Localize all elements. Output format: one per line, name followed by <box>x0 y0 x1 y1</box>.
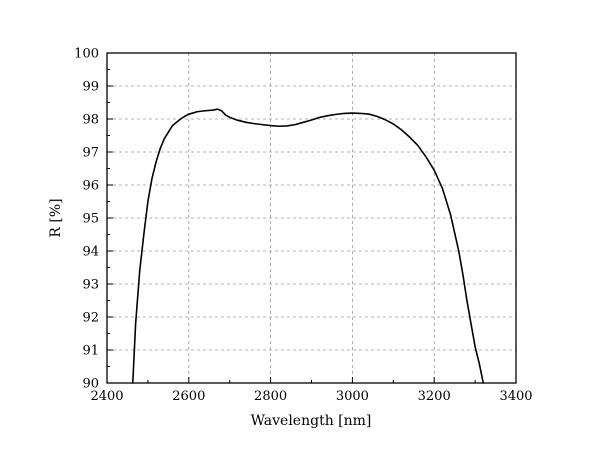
x-tick-label: 2800 <box>254 389 287 404</box>
y-tick-label: 91 <box>82 344 99 359</box>
y-tick-label: 90 <box>82 377 99 392</box>
y-tick-label: 98 <box>82 113 99 128</box>
y-axis-tick-labels: 90 91 92 93 94 95 96 97 98 99 100 <box>74 47 99 392</box>
grid-lines <box>107 53 516 383</box>
axis-ticks <box>106 52 517 384</box>
y-tick-label: 96 <box>82 179 99 194</box>
y-tick-label: 97 <box>82 146 99 161</box>
y-axis-title: R [%] <box>48 198 64 237</box>
y-tick-label: 99 <box>82 80 99 95</box>
x-tick-label: 3000 <box>336 389 369 404</box>
series-layer <box>131 108 485 384</box>
x-tick-label: 3200 <box>418 389 451 404</box>
y-tick-label: 100 <box>74 47 99 62</box>
x-tick-label: 2400 <box>90 389 123 404</box>
x-axis-title: Wavelength [nm] <box>251 413 372 429</box>
y-tick-label: 92 <box>82 311 99 326</box>
reflectance-series-line <box>131 108 485 384</box>
y-tick-label: 93 <box>82 278 99 293</box>
x-tick-label: 3400 <box>499 389 532 404</box>
y-tick-label: 94 <box>82 245 99 260</box>
x-axis-tick-labels: 2400 2600 2800 3000 3200 3400 <box>90 389 532 404</box>
y-tick-label: 95 <box>82 212 99 227</box>
x-tick-label: 2600 <box>172 389 205 404</box>
